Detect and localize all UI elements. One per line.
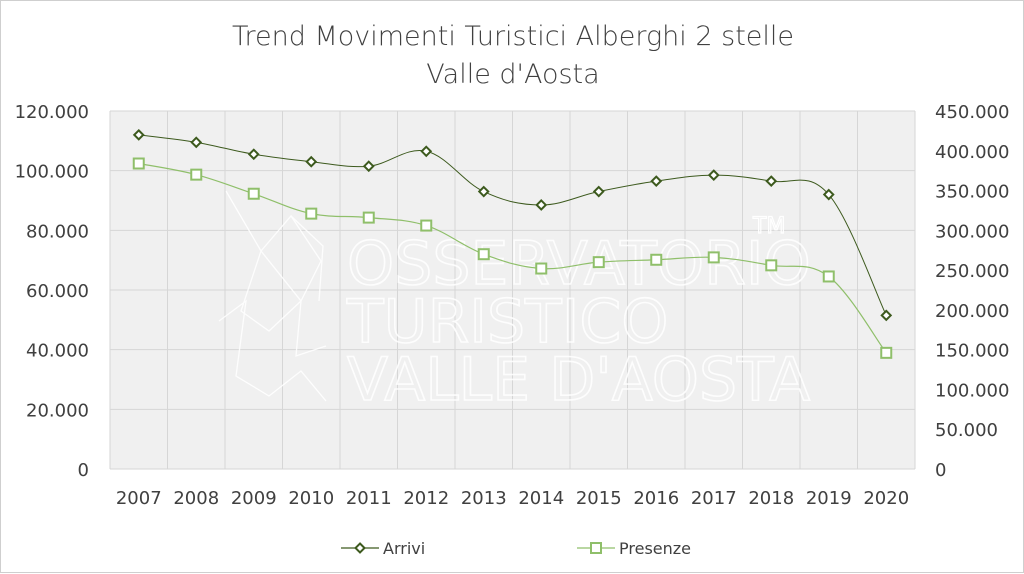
- legend-label-arrivi: Arrivi: [383, 539, 425, 558]
- x-tick-label: 2016: [633, 488, 679, 509]
- left-tick-label: 120.000: [15, 102, 89, 123]
- left-tick-label: 100.000: [15, 162, 89, 183]
- x-axis-ticks: 2007 2008 2009 2010 2011 2012 2013 2014 2015 2016…: [116, 488, 909, 509]
- x-tick-label: 2013: [461, 488, 507, 509]
- point-arrivi: [535, 199, 548, 211]
- x-tick-label: 2019: [806, 488, 852, 509]
- point-arrivi: [765, 175, 778, 188]
- point-presenze: [305, 207, 318, 220]
- point-presenze: [765, 259, 778, 272]
- left-tick-label: 60.000: [26, 281, 89, 302]
- watermark-line-3: VALLE D'AOSTA: [347, 345, 810, 415]
- legend-label-presenze: Presenze: [619, 539, 691, 558]
- right-tick-label: 300.000: [935, 221, 1009, 242]
- x-tick-label: 2007: [116, 488, 162, 509]
- legend: Arrivi Presenze: [341, 539, 691, 558]
- point-arrivi: [420, 145, 433, 158]
- point-arrivi: [650, 175, 663, 188]
- point-presenze: [822, 270, 835, 283]
- mountain-logo-icon: [218, 190, 327, 402]
- point-arrivi: [305, 155, 318, 168]
- right-axis-ticks: 0 50.000 100.000 150.000 200.000 250.000 300.0…: [935, 102, 1009, 481]
- x-tick-label: 2008: [173, 488, 219, 509]
- point-arrivi: [190, 136, 203, 149]
- watermark-line-1: OSSERVATORIO: [347, 229, 811, 299]
- point-presenze: [190, 168, 203, 181]
- x-tick-label: 2018: [748, 488, 794, 509]
- x-tick-label: 2009: [231, 488, 277, 509]
- x-tick-label: 2017: [691, 488, 737, 509]
- point-presenze: [477, 248, 490, 261]
- point-presenze: [420, 219, 433, 232]
- point-presenze: [707, 251, 720, 264]
- right-tick-label: 450.000: [935, 102, 1009, 123]
- x-tick-label: 2011: [346, 488, 392, 509]
- point-presenze: [650, 253, 663, 266]
- point-presenze: [592, 256, 605, 269]
- chart-title: Trend Movimenti Turistici Alberghi 2 ste…: [232, 21, 794, 52]
- left-tick-label: 40.000: [26, 341, 89, 362]
- legend-marker-presenze: [590, 542, 602, 554]
- right-tick-label: 400.000: [935, 142, 1009, 163]
- point-arrivi: [592, 185, 605, 198]
- left-axis-ticks: 0 20.000 40.000 60.000 80.000 100.000 120.000: [15, 102, 89, 481]
- chart-subtitle: Valle d'Aosta: [426, 59, 599, 90]
- watermark-line-2: TURISTICO: [346, 287, 669, 357]
- point-presenze: [880, 346, 893, 359]
- point-arrivi: [362, 160, 375, 173]
- point-presenze: [247, 187, 260, 200]
- grid-lines: [109, 110, 916, 470]
- right-tick-label: 200.000: [935, 301, 1009, 322]
- watermark-tm: TM: [752, 214, 785, 239]
- right-tick-label: 150.000: [935, 341, 1009, 362]
- point-arrivi: [247, 148, 260, 161]
- point-arrivi: [132, 128, 145, 141]
- point-arrivi: [822, 188, 835, 201]
- right-tick-label: 350.000: [935, 182, 1009, 203]
- series-layer: [132, 128, 893, 359]
- x-tick-label: 2014: [518, 488, 564, 509]
- right-tick-label: 0: [935, 460, 946, 481]
- x-tick-label: 2012: [403, 488, 449, 509]
- x-tick-label: 2020: [863, 488, 909, 509]
- left-tick-label: 80.000: [26, 221, 89, 242]
- right-tick-label: 50.000: [935, 420, 998, 441]
- right-tick-label: 250.000: [935, 261, 1009, 282]
- point-presenze: [362, 211, 375, 224]
- point-arrivi: [477, 185, 490, 198]
- left-tick-label: 0: [78, 460, 89, 481]
- left-tick-label: 20.000: [26, 400, 89, 421]
- point-arrivi: [880, 309, 893, 322]
- x-tick-label: 2015: [576, 488, 622, 509]
- point-arrivi: [707, 169, 720, 182]
- watermark-logo: OSSERVATORIO TURISTICO VALLE D'AOSTA TM: [218, 190, 812, 416]
- series-line-arrivi: [138, 134, 887, 316]
- right-tick-label: 100.000: [935, 380, 1009, 401]
- x-tick-label: 2010: [288, 488, 334, 509]
- legend-marker-arrivi: [354, 542, 366, 554]
- point-presenze: [535, 262, 548, 275]
- point-presenze: [132, 157, 145, 170]
